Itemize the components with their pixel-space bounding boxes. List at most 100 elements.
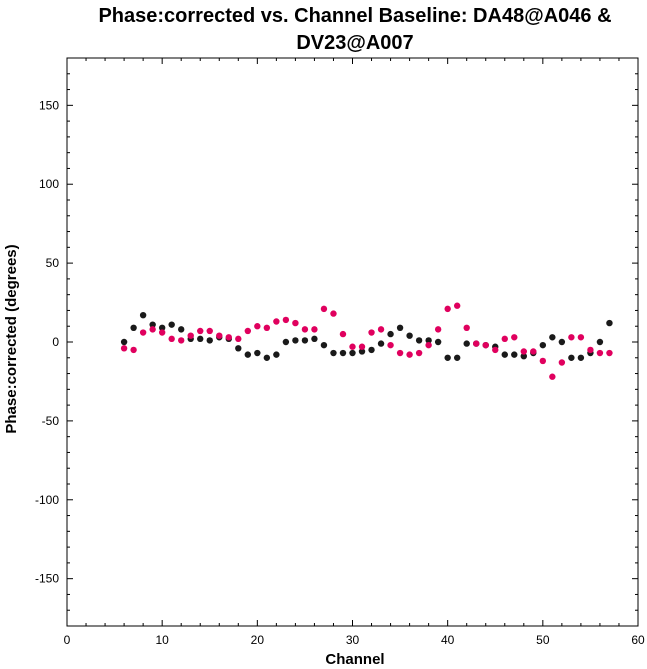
data-point-series-2 [482,341,489,349]
chart-title-line-2: DV23@A007 [296,32,413,54]
data-point-series-2 [511,334,518,341]
data-point-series-2 [330,310,337,317]
data-point-series-1 [453,354,461,361]
data-point-series-2 [225,334,232,341]
y-tick-label: -100 [35,493,59,507]
data-point-series-1 [501,351,508,358]
data-point-series-1 [377,340,385,347]
data-point-series-1 [206,337,213,344]
data-point-series-2 [406,351,413,358]
data-point-series-2 [120,345,128,352]
data-point-series-1 [406,332,413,339]
data-point-series-1 [197,335,204,343]
y-tick-label: 50 [46,256,60,270]
data-point-series-1 [463,340,470,347]
data-point-series-2 [530,348,537,355]
data-point-series-1 [168,321,175,328]
data-point-series-1 [292,337,299,344]
data-point-series-2 [149,326,156,333]
data-point-series-1 [596,338,604,346]
chart-title-line-1: Phase:corrected vs. Channel Baseline: DA… [98,5,611,27]
data-point-series-2 [244,327,252,335]
data-point-series-2 [301,326,309,333]
x-tick-label: 20 [251,633,265,647]
data-point-series-1 [301,337,309,344]
data-point-series-2 [415,349,423,357]
data-point-series-1 [254,349,261,357]
x-axis-label: Channel [325,651,384,668]
data-point-series-2 [168,335,175,343]
data-point-series-2 [320,305,328,313]
data-point-series-1 [244,351,252,358]
data-point-series-2 [587,346,594,354]
data-point-series-2 [187,332,194,339]
data-point-series-2 [549,373,556,380]
data-point-series-1 [263,354,271,361]
data-point-series-1 [130,324,137,331]
data-point-series-1 [511,351,518,358]
data-point-series-2 [501,335,508,343]
data-point-series-1 [568,354,575,361]
data-point-series-1 [539,341,547,349]
data-point-series-2 [349,343,356,350]
data-point-series-1 [558,338,566,346]
y-tick-label: -150 [35,572,59,586]
x-tick-label: 0 [64,633,71,647]
data-point-series-2 [358,343,366,350]
data-point-series-1 [158,324,166,331]
data-point-series-1 [273,351,280,358]
data-point-series-1 [178,326,185,333]
data-point-series-1 [330,349,337,357]
data-point-series-2 [434,326,442,333]
data-point-series-2 [606,349,613,357]
x-tick-label: 30 [346,633,360,647]
data-point-series-2 [282,316,290,324]
x-tick-label: 60 [631,633,645,647]
data-point-series-2 [292,319,299,327]
data-point-series-2 [463,324,470,331]
data-point-series-2 [263,324,271,331]
data-point-series-1 [434,338,442,346]
data-point-series-2 [197,327,204,335]
data-point-series-1 [520,353,527,360]
data-point-series-2 [368,329,375,336]
data-point-series-2 [158,329,166,336]
data-point-series-1 [311,335,318,343]
data-point-series-1 [349,349,356,357]
data-point-series-2 [558,359,566,366]
data-point-series-1 [149,321,156,328]
data-point-series-1 [139,311,147,319]
data-point-series-1 [368,346,375,354]
data-point-series-2 [235,335,242,343]
plot-axes: -150 -100 -50 0 50 100 150 0 10 20 30 40 50 60 [35,57,645,647]
data-point-series-1 [425,337,432,344]
data-point-series-1 [606,319,613,327]
data-point-series-2 [377,326,385,333]
data-point-series-2 [254,323,261,330]
data-point-series-2 [473,340,480,347]
y-tick-label: 100 [39,177,59,191]
data-point-series-1 [415,337,423,344]
data-points [120,302,613,380]
data-point-series-1 [577,354,585,361]
data-point-series-1 [339,349,347,357]
data-point-series-2 [453,302,461,309]
y-tick-label: -50 [42,414,60,428]
data-point-series-1 [444,354,451,361]
x-tick-label: 40 [441,633,455,647]
data-point-series-2 [139,329,147,336]
data-point-series-2 [387,341,394,349]
data-point-series-1 [549,334,556,341]
data-point-series-2 [311,326,318,333]
data-point-series-2 [130,346,137,354]
data-point-series-2 [492,346,499,354]
data-point-series-1 [235,345,242,352]
data-point-series-2 [568,334,575,341]
data-point-series-1 [358,348,366,355]
data-point-series-2 [216,332,223,339]
data-point-series-2 [539,357,547,365]
data-point-series-2 [178,337,185,344]
x-tick-label: 10 [155,633,169,647]
data-point-series-2 [273,318,280,325]
